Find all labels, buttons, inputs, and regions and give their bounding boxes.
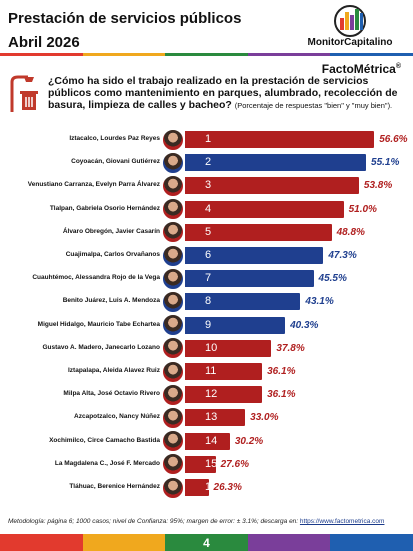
bar-category-label: Milpa Alta, José Octavio Rivero [63, 390, 160, 398]
bar-rank-label: 15 [205, 457, 218, 470]
bar: 5 [185, 223, 332, 241]
bar-value-label: 30.2% [234, 435, 264, 447]
bar-rank-label: 8 [205, 295, 212, 308]
bar: 4 [185, 200, 344, 218]
bar-value-label: 37.8% [276, 342, 305, 354]
candidate-avatar [162, 267, 184, 290]
bar-value-label: 40.3% [290, 319, 319, 331]
bar-rank-label: 4 [205, 202, 212, 215]
logo-label: MonitorCapitalino [307, 37, 393, 48]
bar-rank-label: 3 [205, 179, 212, 192]
streetlight-trash-icon [10, 75, 38, 112]
bar-value-label: 43.1% [305, 296, 334, 308]
bar: 15 [185, 455, 218, 473]
brand-factometrica: FactoMétrica® [321, 62, 401, 76]
bar-category-label: Xochimilco, Circe Camacho Bastida [49, 436, 160, 444]
bar-value-label: 55.1% [371, 157, 400, 169]
logo-chart-icon [334, 5, 366, 37]
candidate-avatar [162, 151, 184, 174]
bar-rank-label: 6 [205, 249, 212, 261]
bar-rank-label: 16 [205, 481, 218, 493]
bar-rank-label: 7 [205, 272, 212, 285]
survey-question: ¿Cómo ha sido el trabajo realizado en la… [48, 75, 398, 111]
bar-value-label: 33.0% [250, 412, 279, 424]
bar-value-label: 36.1% [267, 389, 296, 401]
bar-category-label: Tlalpan, Gabriela Osorio Hernández [49, 204, 160, 212]
bar: 3 [185, 177, 359, 195]
candidate-avatar [162, 453, 184, 476]
monitor-capitalino-logo: MonitorCapitalino [295, 4, 405, 48]
candidate-avatar [162, 360, 184, 383]
bar-category-label: Cuajimalpa, Carlos Orvañanos [65, 251, 160, 258]
bar: 9 [185, 316, 286, 334]
bar: 14 [185, 432, 230, 450]
page-subtitle-date: Abril 2026 [8, 34, 80, 51]
bar-value-label: 56.6% [379, 134, 408, 145]
bar-rank-label: 2 [205, 156, 212, 169]
page-number: 4 [203, 536, 210, 550]
bar-category-label: Tláhuac, Berenice Hernández [69, 483, 160, 490]
question-note: (Porcentaje de respuestas "bien" y "muy … [234, 101, 393, 110]
bar-category-label: Miguel Hidalgo, Mauricio Tabe Echartea [37, 320, 160, 328]
bar-rank-label: 14 [205, 434, 218, 447]
candidate-avatar [162, 383, 184, 406]
bar: 2 [185, 154, 367, 172]
candidate-avatar [162, 128, 184, 151]
bar-category-label: Gustavo A. Madero, Janecarlo Lozano [42, 343, 160, 351]
bar: 13 [185, 409, 246, 427]
bar-category-label: Iztapalapa, Aleida Alavez Ruiz [68, 367, 160, 374]
bar-rank-label: 13 [205, 411, 218, 424]
bar-value-label: 36.1% [267, 366, 296, 377]
bar-category-label: Iztacalco, Lourdes Paz Reyes [69, 135, 160, 142]
bar: 16 [185, 479, 217, 496]
candidate-avatar [162, 476, 184, 499]
bar: 12 [185, 386, 263, 404]
bar-value-label: 45.5% [318, 273, 347, 285]
bar-category-label: La Magdalena C., José F. Mercado [54, 459, 160, 467]
bar-rank-label: 11 [205, 365, 217, 377]
bar-category-label: Venustiano Carranza, Evelyn Parra Álvare… [27, 181, 160, 189]
bar: 6 [185, 247, 324, 264]
bar-category-label: Coyoacán, Giovani Gutiérrez [71, 158, 160, 166]
bar-rank-label: 9 [205, 318, 212, 331]
bar-category-label: Benito Juárez, Luis A. Mendoza [62, 297, 160, 305]
candidate-avatar [162, 337, 184, 360]
footer-color-bar [0, 534, 413, 551]
candidate-avatar [162, 314, 184, 337]
candidate-avatar [162, 406, 184, 429]
bar-value-label: 53.8% [363, 180, 393, 192]
candidate-avatar [162, 198, 184, 221]
methodology-note: Metodología: página 6; 1000 casos; nivel… [8, 518, 385, 525]
bar: 10 [185, 339, 272, 357]
page-title: Prestación de servicios públicos [8, 10, 242, 27]
bar-value-label: 27.6% [220, 458, 249, 470]
bar: 7 [185, 270, 314, 288]
bar-category-label: Álvaro Obregón, Javier Casarín [62, 227, 160, 235]
bar-category-label: Cuauhtémoc, Alessandra Rojo de la Vega [32, 274, 160, 282]
bar-rank-label: 10 [205, 341, 218, 354]
bar-rank-label: 1 [205, 133, 212, 145]
bar: 11 [185, 363, 263, 380]
bar-value-label: 51.0% [348, 203, 377, 215]
bar-rank-label: 5 [205, 225, 212, 238]
bar-value-label: 47.3% [328, 250, 357, 261]
bar-value-label: 48.8% [336, 226, 365, 238]
color-stripe [0, 53, 413, 56]
bar: 1 [185, 131, 375, 148]
bar-value-label: 26.3% [213, 482, 242, 493]
bar-category-label: Azcapotzalco, Nancy Núñez [74, 413, 160, 421]
bar: 8 [185, 293, 301, 311]
bar-rank-label: 12 [205, 388, 218, 401]
candidate-avatar [162, 221, 184, 244]
candidate-avatar [162, 430, 184, 453]
candidate-avatar [162, 174, 184, 197]
factometrica-link[interactable]: https://www.factometrica.com [299, 518, 385, 525]
candidate-avatar [162, 290, 184, 313]
candidate-avatar [162, 244, 184, 267]
